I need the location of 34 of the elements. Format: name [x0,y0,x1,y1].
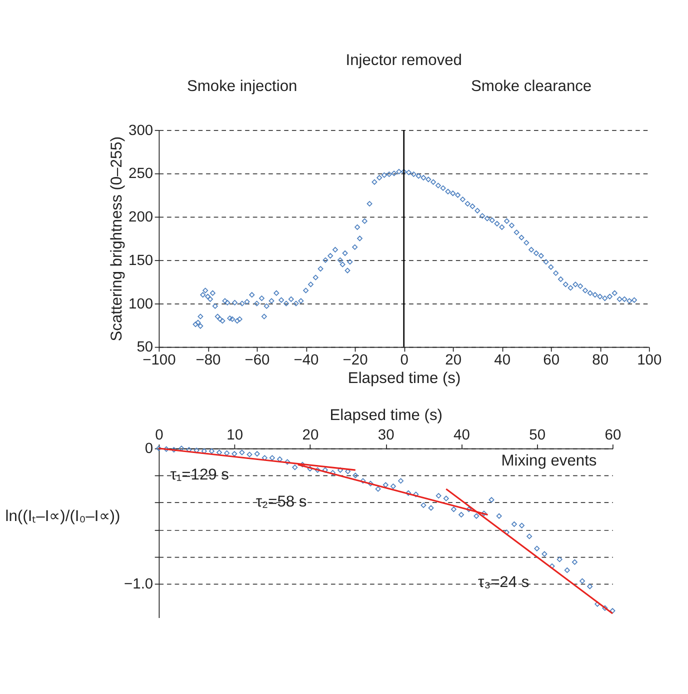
x-tick-label: 40 [494,352,511,369]
x-tick-label: 100 [637,352,662,369]
annotation: Mixing events [501,452,597,470]
y-tick-label: 0 [144,441,154,458]
annotation: τ₃=24 s [478,574,530,592]
x-tick-label: −20 [342,352,368,369]
x-tick-label: 0 [400,352,408,369]
y-tick-label: 250 [128,166,154,182]
x-tick-label: 20 [445,352,462,369]
x-axis-title: Elapsed time (s) [330,407,442,424]
x-tick-label: −80 [196,352,221,369]
x-tick-label: 30 [378,427,394,444]
y-axis-title: ln((Iₜ–I∝)/(I₀–I∝)) [5,508,120,525]
x-tick-label: −60 [244,352,270,369]
x-tick-label: 10 [226,427,244,444]
x-axis-title: Elapsed time (s) [348,370,461,387]
x-tick-label: 80 [592,352,609,369]
y-tick-label: 200 [128,210,154,226]
annotation: τ₂=58 s [256,494,307,511]
y-tick-label: 150 [128,252,154,269]
x-tick-label: 20 [302,427,319,444]
x-tick-label: 40 [454,427,470,444]
x-tick-label: 0 [155,427,164,444]
x-tick-label: 60 [543,352,560,369]
y-tick-label: 100 [128,296,154,312]
text: Injector removed [346,52,462,69]
y-tick-label: −1.0 [124,576,154,593]
text: Smoke injection [187,78,298,95]
x-tick-label: 50 [529,427,546,444]
x-tick-label: −40 [294,352,319,369]
y-tick-label: 300 [128,122,154,139]
y-axis-title: Scattering brightness (0–255) [108,136,126,342]
x-tick-label: 60 [604,427,622,444]
text: Smoke clearance [471,78,592,95]
